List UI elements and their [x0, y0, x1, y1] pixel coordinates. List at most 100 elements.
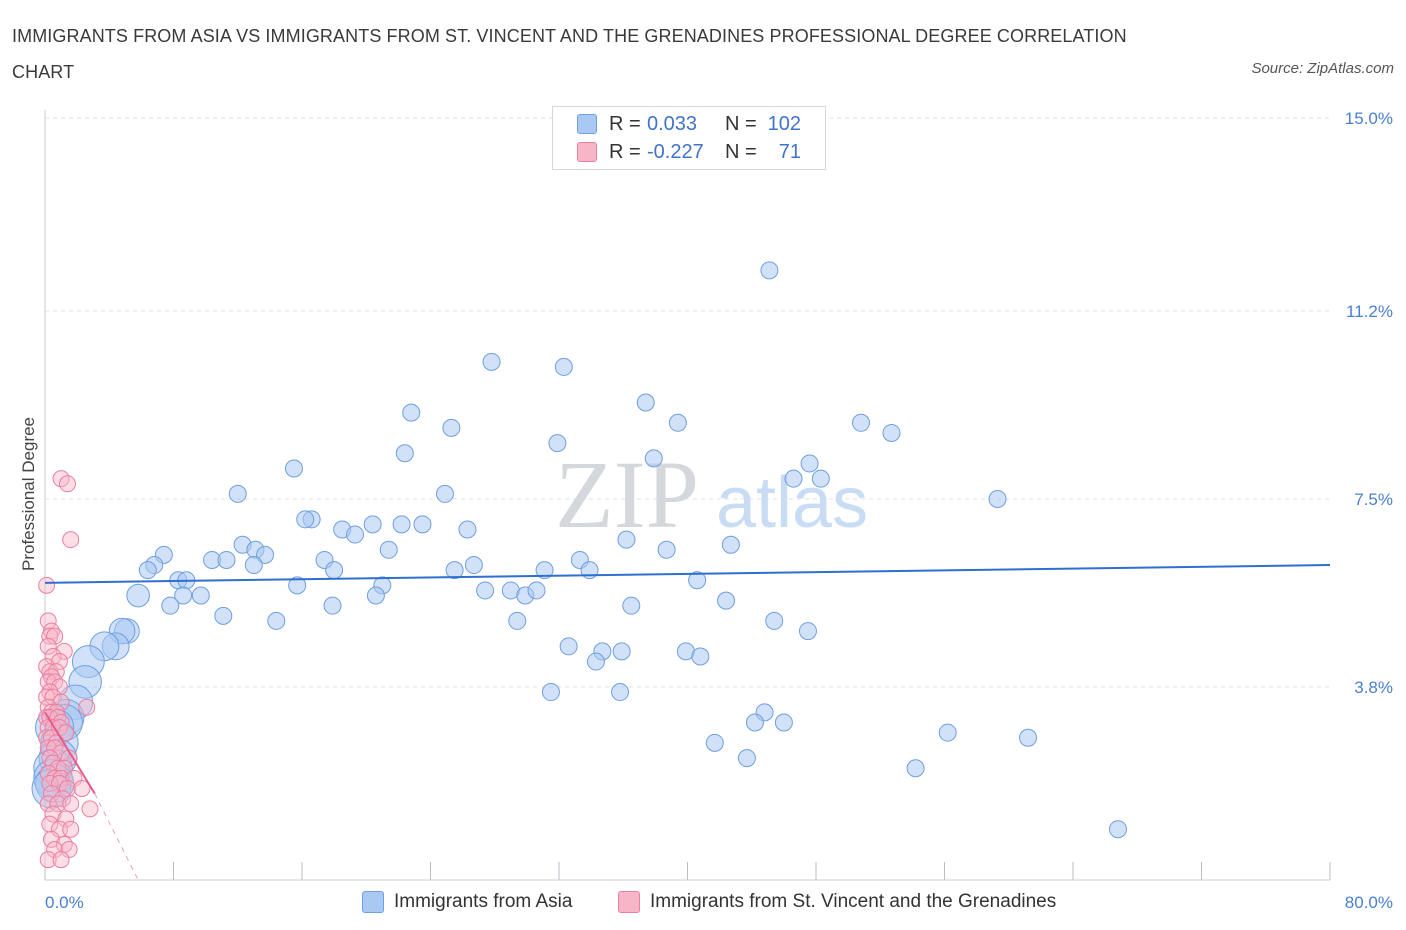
asia-point	[508, 611, 527, 630]
asia-point	[612, 642, 631, 661]
asia-point	[323, 596, 342, 615]
asia-point	[346, 525, 365, 544]
legend-n-label: N =	[725, 140, 757, 163]
asia-point	[284, 459, 303, 478]
asia-point	[363, 515, 382, 534]
x-tick-label: 80.0%	[1345, 893, 1393, 912]
svg-point	[39, 637, 57, 655]
asia-point	[800, 454, 819, 473]
bottom-legend-asia: Immigrants from Asia	[362, 888, 572, 916]
asia-point	[559, 637, 578, 656]
grid-lines	[45, 117, 1330, 688]
asia-point	[228, 484, 247, 503]
svg-point	[42, 830, 60, 848]
svg-point	[38, 658, 56, 676]
svg-point	[78, 698, 96, 716]
asia-point	[851, 413, 870, 432]
asia-point	[617, 530, 636, 549]
asia-point	[191, 586, 210, 605]
asia-point	[784, 469, 803, 488]
asia-trend-line	[44, 564, 1331, 584]
legend-swatch-asia	[577, 114, 597, 134]
svg-point	[39, 851, 57, 869]
legend-r-label: R =	[609, 140, 641, 163]
legend-n-label: N =	[725, 112, 757, 135]
asia-point	[622, 596, 641, 615]
svg-point	[62, 820, 80, 838]
asia-point	[138, 561, 157, 580]
asia-point	[774, 713, 793, 732]
svg-point	[62, 795, 80, 813]
asia-point	[379, 540, 398, 559]
svg-point	[55, 642, 73, 660]
svg-point	[57, 810, 75, 828]
asia-point	[402, 403, 421, 422]
asia-point	[717, 591, 736, 610]
bottom-legend-svg-label: Immigrants from St. Vincent and the Gren…	[650, 891, 1057, 912]
asia-point	[244, 556, 263, 575]
asia-point	[882, 423, 901, 442]
asia-point	[691, 647, 710, 666]
asia-point	[217, 550, 236, 569]
svg-point	[39, 795, 57, 813]
legend-row-svg: R = -0.227 N = 71	[577, 139, 801, 165]
series-asia-points	[31, 261, 1127, 839]
asia-point	[988, 490, 1007, 508]
y-tick-label: 15.0%	[1345, 109, 1393, 128]
svg-point	[42, 785, 60, 803]
asia-point	[721, 535, 740, 554]
legend-r-label: R =	[609, 112, 641, 135]
svg-point	[50, 678, 68, 696]
chart-title: IMMIGRANTS FROM ASIA VS IMMIGRANTS FROM …	[12, 26, 1127, 82]
svg-trend-extension	[94, 793, 139, 881]
y-axis-label: Professional Degree	[19, 417, 38, 571]
asia-point	[745, 713, 764, 732]
asia-point	[527, 581, 546, 600]
legend-swatch-svg	[577, 142, 597, 162]
asia-point	[765, 611, 784, 630]
legend-n-value: 102	[767, 112, 801, 135]
x-tick-label: 0.0%	[45, 893, 84, 912]
asia-point	[548, 434, 567, 453]
svg-point	[73, 780, 91, 798]
asia-point	[476, 581, 495, 600]
asia-point	[541, 683, 560, 702]
asia-point	[611, 683, 630, 702]
correlation-legend: R = 0.033 N = 102 R = -0.227 N = 71	[552, 106, 826, 170]
asia-point	[482, 352, 501, 371]
asia-point	[325, 561, 344, 580]
legend-r-value: 0.033	[647, 112, 698, 135]
asia-point	[811, 469, 830, 488]
asia-point	[636, 393, 655, 412]
y-tick-label: 3.8%	[1354, 678, 1393, 697]
asia-point	[214, 606, 233, 625]
asia-point	[445, 561, 464, 580]
asia-point	[267, 611, 286, 630]
asia-point	[586, 652, 605, 671]
asia-point	[668, 413, 687, 432]
asia-point	[644, 449, 663, 468]
asia-point	[760, 261, 779, 280]
tick-labels: 3.8% 7.5% 11.2% 15.0% 0.0% 80.0%	[45, 109, 1393, 912]
watermark: ZIP atlas	[555, 441, 868, 548]
bottom-swatch-svg	[618, 891, 640, 913]
svg-point	[49, 795, 67, 813]
svg-trend-line	[44, 711, 96, 795]
asia-point	[366, 586, 385, 605]
svg-point	[44, 754, 62, 772]
legend-n-value: 71	[778, 140, 801, 163]
asia-point	[413, 515, 432, 534]
svg-point	[58, 475, 76, 493]
asia-point	[705, 733, 724, 752]
asia-point	[688, 571, 707, 590]
bottom-legend-svg: Immigrants from St. Vincent and the Gren…	[618, 888, 1056, 916]
asia-point	[938, 723, 957, 742]
asia-point	[126, 583, 150, 608]
asia-point	[288, 576, 307, 595]
trend-lines	[44, 564, 1331, 881]
y-tick-label: 7.5%	[1354, 490, 1393, 509]
svg-point	[38, 576, 56, 594]
asia-point	[535, 561, 554, 580]
asia-point	[296, 510, 315, 529]
